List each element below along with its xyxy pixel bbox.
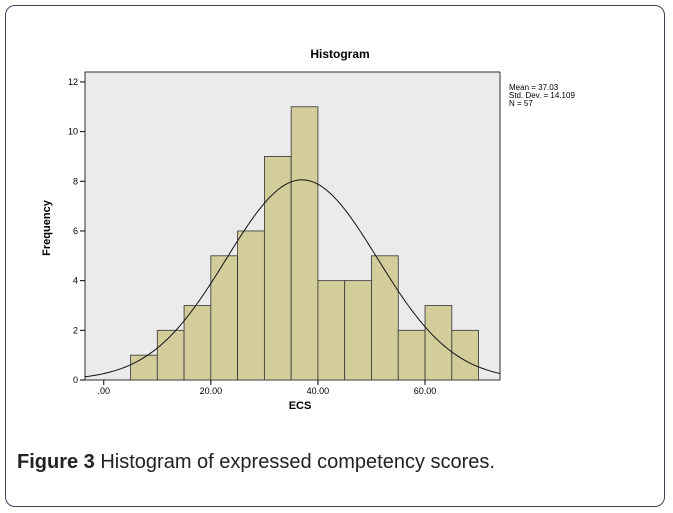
- bar: [156, 329, 185, 381]
- bar: [317, 280, 346, 381]
- y-tick-label: 10: [68, 127, 78, 137]
- bar: [130, 354, 158, 381]
- bar: [263, 156, 292, 381]
- caption-text: Histogram of expressed competency scores…: [100, 451, 495, 473]
- y-axis-label: Frequency: [41, 199, 53, 256]
- normal-curve: [84, 179, 501, 378]
- bar: [397, 329, 426, 381]
- x-tick-label: .00: [97, 386, 110, 396]
- x-axis-label: ECS: [289, 400, 312, 412]
- x-tick-label: 40.00: [307, 386, 330, 396]
- bar: [344, 280, 372, 381]
- y-tick-label: 0: [73, 375, 78, 385]
- chart-title: Histogram: [310, 47, 369, 61]
- y-tick-label: 6: [73, 226, 78, 236]
- x-tick-label: 60.00: [414, 386, 437, 396]
- y-tick-label: 4: [73, 276, 78, 286]
- stats-annotation: N = 57: [509, 99, 533, 108]
- bar: [371, 255, 399, 381]
- x-tick-label: 20.00: [200, 386, 223, 396]
- stats-annotation: Mean = 37.03: [509, 83, 559, 92]
- figure-frame: [5, 5, 665, 507]
- bar: [424, 305, 453, 381]
- bar: [237, 230, 265, 381]
- stats-annotation: Std. Dev. = 14.109: [509, 91, 575, 100]
- y-tick-label: 2: [73, 325, 78, 335]
- bar: [210, 255, 239, 381]
- caption: Figure 3 Histogram of expressed competen…: [17, 451, 495, 474]
- y-tick-label: 12: [68, 77, 78, 87]
- bar: [290, 106, 319, 381]
- chart: Histogram ECS Frequency 0 2 4 6 8 10 12 .00 20.0…: [41, 47, 575, 412]
- caption-label: Figure 3: [17, 451, 95, 473]
- bar: [451, 329, 479, 381]
- bar: [183, 305, 212, 381]
- y-tick-label: 8: [73, 176, 78, 186]
